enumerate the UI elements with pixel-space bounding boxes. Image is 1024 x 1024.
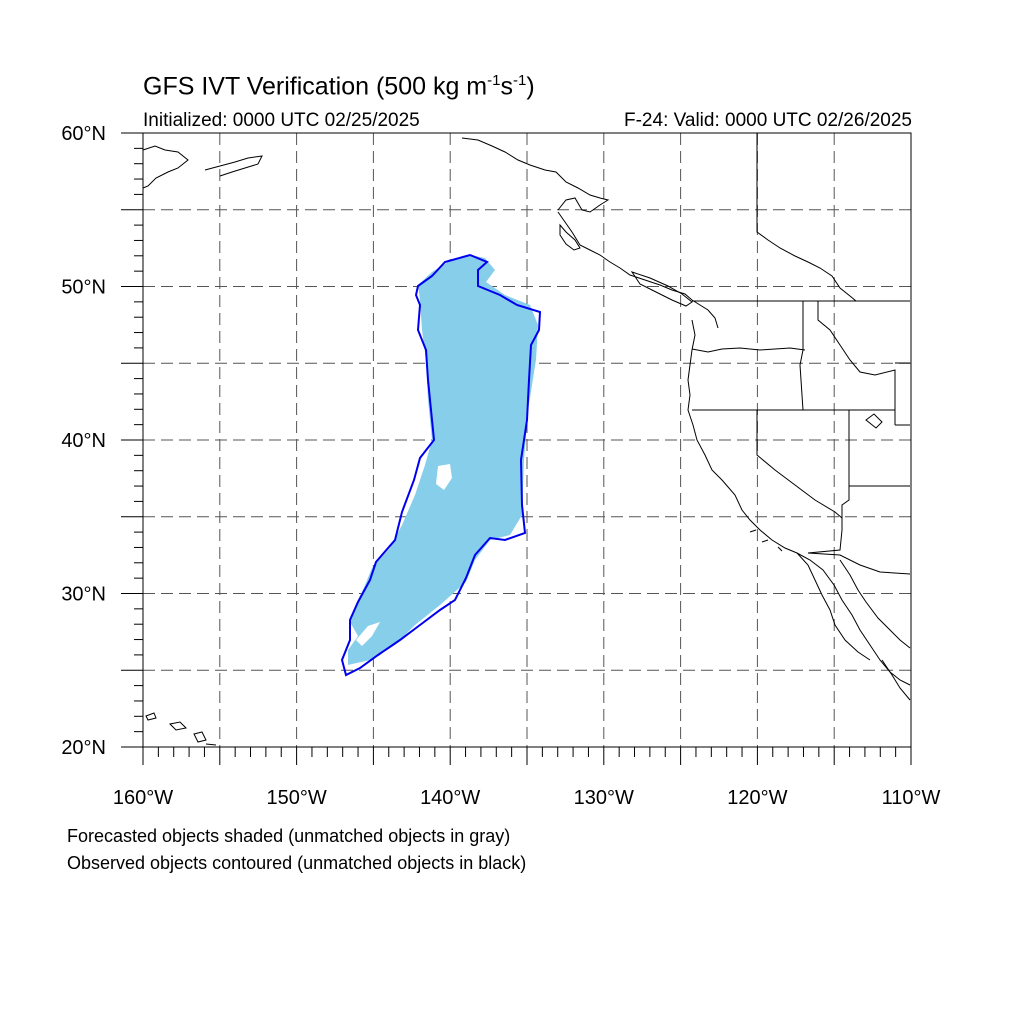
observed-note: Observed objects contoured (unmatched ob…	[67, 853, 527, 873]
lon-label: 140°W	[420, 787, 480, 809]
observed-ivt-contour	[340, 253, 542, 677]
us-mexico-border	[807, 552, 911, 575]
map-frame	[142, 132, 912, 748]
coastlines	[142, 137, 911, 746]
lat-label: 20°N	[61, 737, 106, 759]
gulf-of-california-coast	[839, 559, 911, 649]
lon-label: 150°W	[266, 787, 326, 809]
us-west-coast	[687, 319, 911, 686]
init-time-label: Initialized: 0000 UTC 02/25/2025	[143, 110, 420, 131]
baja-california	[796, 552, 871, 661]
valid-time-label: F-24: Valid: 0000 UTC 02/26/2025	[624, 110, 912, 131]
political-borders	[691, 133, 911, 575]
bc-alberta-border	[756, 133, 857, 302]
wyoming-corner	[894, 362, 910, 426]
washington-oregon-border	[691, 347, 806, 353]
lat-label: 30°N	[61, 584, 106, 606]
lon-label: 120°W	[727, 787, 787, 809]
lat-label: 50°N	[61, 277, 106, 299]
lat-lon-gridlines	[143, 133, 911, 747]
lon-label: 130°W	[574, 787, 634, 809]
forecast-hole-1	[436, 464, 452, 490]
alaska-coast	[142, 145, 189, 189]
axis-ticks	[121, 132, 912, 765]
forecast-hole-2	[356, 622, 380, 646]
mexico-mainland-coast	[881, 659, 911, 701]
forecast-ivt-object	[348, 255, 538, 665]
hawaii-islands	[145, 712, 217, 746]
forecast-note: Forecasted objects shaded (unmatched obj…	[67, 826, 511, 846]
haida-gwaii	[559, 223, 581, 251]
aleutian-fragments	[204, 155, 263, 177]
gulf-of-alaska-coast	[461, 137, 610, 213]
idaho-montana-border	[817, 301, 896, 410]
lon-label: 110°W	[882, 787, 941, 809]
vancouver-island	[630, 271, 693, 307]
bc-coast	[557, 211, 719, 329]
great-salt-lake	[865, 413, 883, 429]
idaho-west-border	[799, 301, 804, 411]
axis-labels: 160°W 150°W 140°W 130°W 120°W 110°W 20°N 30°N 40…	[61, 123, 940, 809]
lon-label: 160°W	[113, 787, 173, 809]
lat-label: 40°N	[61, 430, 106, 452]
map-title: GFS IVT Verification (500 kg m-1s-1)	[143, 72, 535, 101]
lat-label: 60°N	[61, 123, 106, 145]
california-nevada-border	[756, 410, 843, 554]
channel-islands	[749, 529, 783, 552]
nevada-utah-border	[841, 410, 850, 518]
